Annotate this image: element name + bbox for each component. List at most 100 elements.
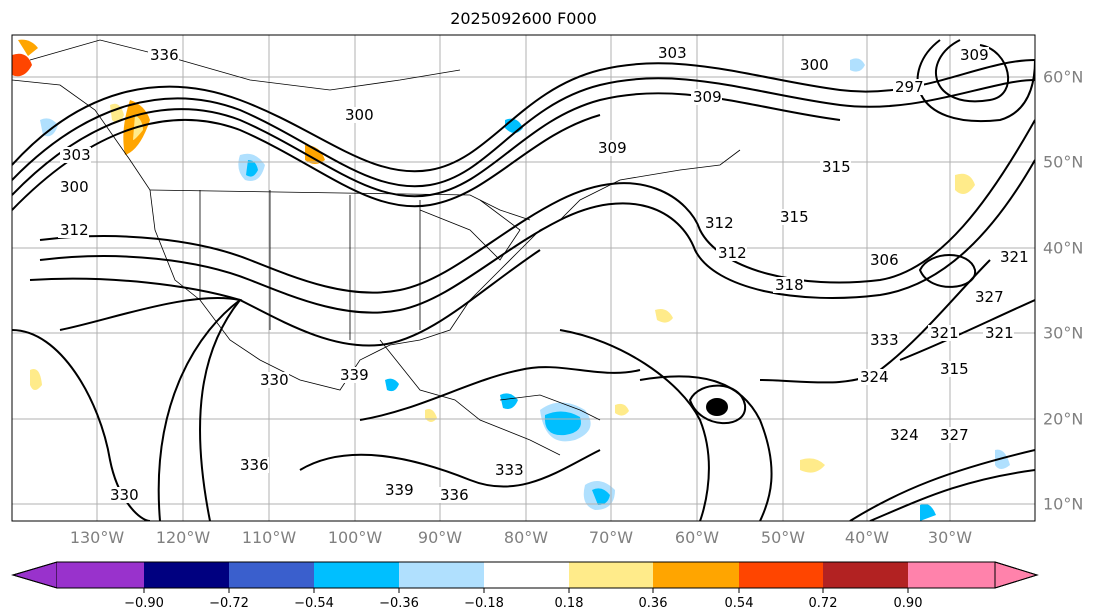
contour-label-bg (888, 427, 919, 443)
contour-label-bg (656, 45, 687, 61)
lat-label: 20°N (1043, 409, 1084, 429)
colorbar-tick: −0.90 (124, 596, 164, 611)
contour-label: 300 (345, 106, 374, 124)
contour-label-bg (58, 179, 89, 195)
lon-label: 60°W (674, 528, 720, 547)
colorbar-tick: 0.54 (724, 596, 754, 611)
contour-label: 312 (718, 244, 747, 262)
graticule (12, 35, 1035, 521)
colorbar-tick: 0.18 (554, 596, 584, 611)
colorbar-segment (739, 562, 823, 588)
contour-label: 333 (870, 331, 899, 349)
contour-label-bg (338, 367, 369, 383)
colorbar-extend-low (11, 561, 58, 589)
map-area: 303 300 297 309 300 303 300 309 315 315 312 318 321 3… (12, 35, 1035, 521)
contour-label: 303 (658, 44, 687, 62)
colorbar-segment (653, 562, 739, 588)
colorbar-segment (823, 562, 908, 588)
contour-label: 324 (860, 368, 889, 386)
colorbar (11, 561, 1039, 593)
contour-label: 321 (1000, 248, 1029, 266)
map-title: 2025092600 F000 (450, 9, 597, 28)
colorbar-segment (569, 562, 653, 588)
lat-label: 10°N (1043, 494, 1084, 514)
contour-label-bg (868, 332, 899, 348)
contour-label: 309 (598, 139, 627, 157)
colorbar-segment (229, 562, 314, 588)
colorbar-tick: 0.72 (808, 596, 838, 611)
contour-label: 324 (890, 426, 919, 444)
contour-label-bg (493, 462, 524, 478)
contour-label-bg (868, 252, 899, 268)
contour-label: 315 (822, 158, 851, 176)
lon-label: 80°W (503, 528, 549, 547)
lon-label: 130°W (69, 528, 125, 547)
contour-label-bg (973, 289, 1004, 305)
contour-label-bg (343, 107, 374, 123)
colorbar-tick: −0.18 (464, 596, 504, 611)
shaded-regions (12, 39, 1010, 521)
lat-label: 60°N (1043, 67, 1084, 87)
map-frame (11, 34, 1036, 522)
lon-label: 90°W (417, 528, 463, 547)
contour-label-bg (383, 482, 414, 498)
contour-label-bg (60, 147, 91, 163)
contour-label: 339 (340, 366, 369, 384)
contour-label: 327 (975, 288, 1004, 306)
lat-label: 30°N (1043, 323, 1084, 343)
lon-label: 120°W (155, 528, 211, 547)
contour-label: 336 (240, 456, 269, 474)
contour-label: 339 (385, 481, 414, 499)
contour-label: 321 (985, 324, 1014, 342)
colorbar-tick: −0.72 (209, 596, 249, 611)
contour-label-bg (691, 89, 722, 105)
lon-label: 110°W (241, 528, 297, 547)
contour-label: 321 (930, 324, 959, 342)
contour-label: 300 (60, 178, 89, 196)
contour-label: 315 (780, 208, 809, 226)
colorbar-extend-high (994, 561, 1039, 589)
contour-label: 312 (60, 221, 89, 239)
contour-label-bg (998, 249, 1029, 265)
lon-label: 50°W (760, 528, 806, 547)
lon-label: 40°W (844, 528, 890, 547)
lon-label: 30°W (927, 528, 973, 547)
contour-label-bg (148, 47, 179, 63)
lon-label: 100°W (327, 528, 383, 547)
colorbar-tick: 0.36 (638, 596, 668, 611)
colorbar-tick: 0.90 (893, 596, 923, 611)
contour-label: 300 (800, 56, 829, 74)
colorbar-segment (144, 562, 229, 588)
contour-label: 315 (940, 360, 969, 378)
contour-label-bg (858, 369, 889, 385)
colorbar-tick: −0.54 (294, 596, 334, 611)
contour-label-bg (258, 372, 289, 388)
contour-label-bg (938, 427, 969, 443)
contour-label-bg (58, 222, 89, 238)
colorbar-outline (11, 561, 1039, 589)
contour-label: 330 (110, 486, 139, 504)
contour-label-bg (928, 325, 959, 341)
contour-label: 306 (870, 251, 899, 269)
colorbar-segment (314, 562, 399, 588)
contour-label: 336 (150, 46, 179, 64)
contour-label: 297 (895, 78, 924, 96)
colorbar-segment (399, 562, 484, 588)
contour-label-bg (820, 159, 851, 175)
contour-label: 303 (62, 146, 91, 164)
contour-label: 336 (440, 486, 469, 504)
contour-label-bg (893, 79, 924, 95)
contour-label-bg (716, 245, 747, 261)
colorbar-tick: −0.36 (379, 596, 419, 611)
contour-label: 333 (495, 461, 524, 479)
contour-label: 330 (260, 371, 289, 389)
colorbar-segment (908, 562, 995, 588)
contour-label-bg (703, 215, 734, 231)
contour-label-bg (438, 487, 469, 503)
contour-label-bg (596, 140, 627, 156)
lon-label: 70°W (588, 528, 634, 547)
contour-label-bg (778, 209, 809, 225)
contour-label: 318 (775, 276, 804, 294)
contour-lines (12, 39, 1035, 521)
